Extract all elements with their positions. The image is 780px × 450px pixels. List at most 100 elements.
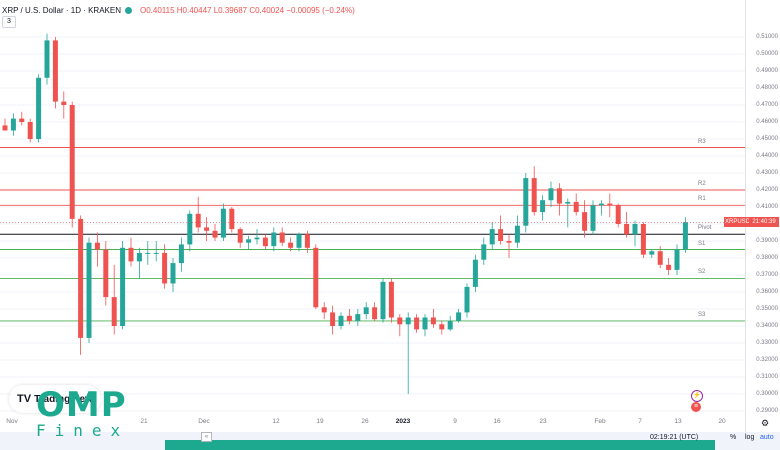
- candle-body: [556, 188, 562, 204]
- date-tick-label: 26: [361, 418, 369, 425]
- utc-clock[interactable]: 02:19:21 (UTC): [650, 434, 699, 441]
- candle: [187, 210, 193, 252]
- tradingview-logo[interactable]: TV TradingView: [9, 385, 101, 413]
- price-tick-label: 0.35000: [756, 306, 778, 312]
- candle: [204, 217, 210, 241]
- chart-header: XRP / U.S. Dollar · 1D · KRAKEN O0.40115…: [2, 3, 355, 17]
- market-status-dot: [125, 6, 132, 14]
- close-value: C0.40024: [249, 5, 285, 15]
- log-toggle[interactable]: log: [745, 434, 755, 441]
- candle: [414, 314, 420, 333]
- price-tick-label: 0.32000: [756, 357, 778, 363]
- candle-body: [540, 200, 546, 213]
- candle: [288, 237, 294, 252]
- date-tick-label: 20: [718, 418, 726, 425]
- scroll-left-button[interactable]: «: [201, 432, 212, 442]
- price-axis[interactable]: 0.51000 0.50000 0.49000 0.48000 0.47000 0.460…: [745, 0, 780, 432]
- candle-body: [36, 77, 42, 139]
- candle: [624, 212, 630, 238]
- price-tick-label: 0.51000: [756, 34, 778, 40]
- pivot-label-r3: R3: [698, 138, 706, 145]
- price-chart[interactable]: [0, 0, 745, 432]
- settings-gear-icon[interactable]: ⚙: [761, 418, 770, 428]
- candle: [78, 215, 84, 355]
- date-tick-label: 16: [493, 418, 501, 425]
- candle: [153, 241, 159, 262]
- alert-lightning-icon[interactable]: ⚡: [691, 390, 703, 402]
- candle-body: [346, 315, 352, 321]
- price-tick-label: 0.39000: [756, 238, 778, 244]
- candle-body: [498, 229, 504, 241]
- candle-body: [481, 244, 487, 260]
- candle-body: [615, 205, 621, 224]
- candle-body: [86, 242, 92, 338]
- candle: [489, 222, 495, 250]
- date-axis[interactable]: Nov 21 Dec 12 19 26 2023 9 16 23 Feb 7 13 20: [0, 414, 745, 432]
- candle: [514, 215, 520, 248]
- candle: [464, 283, 470, 318]
- candle: [120, 241, 126, 330]
- candle: [212, 224, 218, 241]
- price-tick-label: 0.43000: [756, 170, 778, 176]
- candle: [666, 258, 672, 275]
- candle: [649, 249, 655, 258]
- percent-toggle[interactable]: %: [730, 434, 737, 441]
- date-tick-label: 23: [539, 418, 547, 425]
- candle: [128, 237, 134, 267]
- candle-body: [439, 324, 445, 330]
- candle-body: [103, 249, 109, 298]
- candle: [313, 244, 319, 309]
- candle-body: [262, 237, 268, 247]
- pivot-label-r2: R2: [698, 181, 706, 187]
- candle-body: [330, 312, 336, 326]
- candle-body: [279, 232, 285, 243]
- candle-body: [44, 40, 50, 78]
- candle: [397, 314, 403, 337]
- candle-body: [229, 208, 235, 230]
- candle-body: [237, 229, 243, 243]
- candle-body: [674, 249, 680, 270]
- candle-body: [464, 286, 470, 313]
- candle-body: [582, 212, 588, 231]
- candle-body: [531, 178, 537, 213]
- candle: [565, 198, 571, 228]
- candle-body: [313, 247, 319, 308]
- candle: [548, 181, 554, 207]
- candle: [170, 258, 176, 292]
- candle-body: [624, 224, 630, 235]
- candle-body: [304, 234, 310, 248]
- ohlc-values: O0.40115 H0.40447 L0.39687 C0.40024 −0.0…: [140, 6, 355, 15]
- brand-band: [165, 440, 715, 450]
- candle: [136, 247, 142, 279]
- candle-body: [254, 237, 260, 240]
- candle: [271, 227, 277, 252]
- candle-body: [472, 259, 478, 287]
- candle: [573, 193, 579, 216]
- date-tick-label: 21: [140, 418, 148, 425]
- symbol-title[interactable]: XRP / U.S. Dollar · 1D · KRAKEN: [2, 5, 121, 15]
- candle: [220, 203, 226, 241]
- pivot-label-pivot: Pivot: [698, 225, 712, 232]
- candle-body: [153, 252, 159, 254]
- candle: [430, 309, 436, 328]
- candle: [388, 278, 394, 323]
- candle: [145, 241, 151, 265]
- candle-body: [19, 118, 25, 122]
- candle-body: [69, 105, 75, 219]
- indicators-toggle[interactable]: 3: [2, 16, 16, 28]
- candle-body: [380, 281, 386, 320]
- price-tick-label: 0.30000: [756, 391, 778, 397]
- low-value: L0.39687: [213, 5, 248, 15]
- flag-us-icon[interactable]: ≡: [691, 402, 701, 412]
- candle-body: [204, 227, 210, 231]
- candle-body: [607, 203, 613, 206]
- candle: [607, 193, 613, 218]
- candle: [447, 315, 453, 332]
- candle-body: [145, 252, 151, 254]
- candle: [422, 314, 428, 337]
- price-tick-label: 0.49000: [756, 68, 778, 74]
- auto-toggle[interactable]: auto: [760, 434, 774, 441]
- candle: [506, 234, 512, 258]
- candle: [94, 232, 100, 267]
- candle-body: [170, 263, 176, 284]
